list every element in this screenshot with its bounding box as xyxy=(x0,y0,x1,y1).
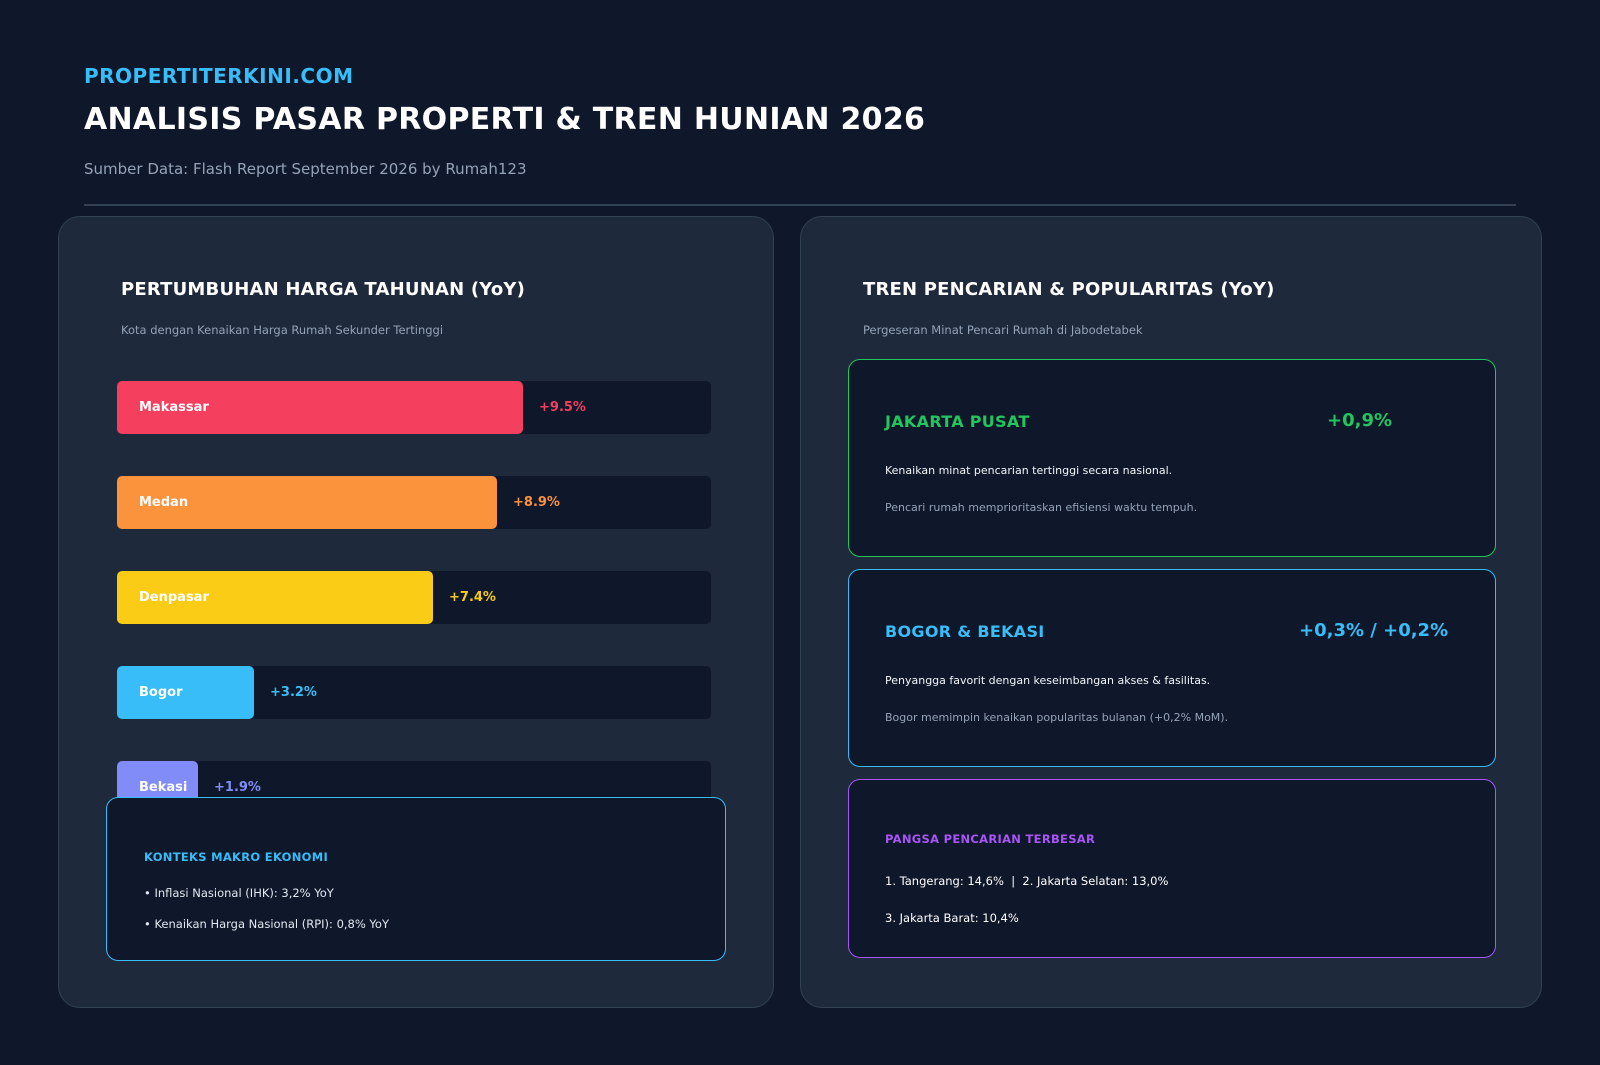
bogor-bekasi-desc: Penyangga favorit dengan keseimbangan ak… xyxy=(885,674,1211,687)
bar-track-medan: Medan +8.9% xyxy=(117,476,711,529)
jakarta-pusat-title: JAKARTA PUSAT xyxy=(885,412,1030,431)
header-divider xyxy=(84,204,1516,206)
bar-label-medan: Medan xyxy=(139,495,189,510)
bar-label-bekasi: Bekasi xyxy=(139,780,188,795)
bar-value-bogor: +3.2% xyxy=(270,685,317,700)
bar-label-bogor: Bogor xyxy=(139,685,183,700)
bar-bogor xyxy=(117,666,254,719)
search-share-top2: 1. Tangerang: 14,6% | 2. Jakarta Selatan… xyxy=(885,874,1169,888)
bar-label-denpasar: Denpasar xyxy=(139,590,209,605)
search-share-third: 3. Jakarta Barat: 10,4% xyxy=(885,911,1019,925)
price-growth-title: PERTUMBUHAN HARGA TAHUNAN (YoY) xyxy=(121,279,526,300)
bar-track-makassar: Makassar +9.5% xyxy=(117,381,711,434)
bar-label-makassar: Makassar xyxy=(139,400,209,415)
bar-track-denpasar: Denpasar +7.4% xyxy=(117,571,711,624)
bar-value-bekasi: +1.9% xyxy=(214,780,261,795)
jakarta-pusat-card: JAKARTA PUSAT +0,9% Kenaikan minat penca… xyxy=(848,359,1496,557)
macro-context-title: KONTEKS MAKRO EKONOMI xyxy=(144,850,329,864)
macro-context-box: KONTEKS MAKRO EKONOMI • Inflasi Nasional… xyxy=(106,797,726,961)
search-trend-title: TREN PENCARIAN & POPULARITAS (YoY) xyxy=(863,279,1275,300)
data-source: Sumber Data: Flash Report September 2026… xyxy=(84,160,527,178)
bogor-bekasi-card: BOGOR & BEKASI +0,3% / +0,2% Penyangga f… xyxy=(848,569,1496,767)
bar-denpasar xyxy=(117,571,433,624)
price-growth-subtitle: Kota dengan Kenaikan Harga Rumah Sekunde… xyxy=(121,323,444,337)
search-share-card: PANGSA PENCARIAN TERBESAR 1. Tangerang: … xyxy=(848,779,1496,958)
brand-name: PROPERTITERKINI.COM xyxy=(84,64,354,88)
jakarta-pusat-value: +0,9% xyxy=(1327,410,1393,431)
search-trend-subtitle: Pergeseran Minat Pencari Rumah di Jabode… xyxy=(863,323,1143,337)
price-growth-panel: PERTUMBUHAN HARGA TAHUNAN (YoY) Kota den… xyxy=(58,216,774,1008)
bogor-bekasi-note: Bogor memimpin kenaikan popularitas bula… xyxy=(885,711,1229,724)
search-trend-panel: TREN PENCARIAN & POPULARITAS (YoY) Perge… xyxy=(800,216,1542,1008)
macro-rpi: • Kenaikan Harga Nasional (RPI): 0,8% Yo… xyxy=(144,917,389,931)
jakarta-pusat-desc: Kenaikan minat pencarian tertinggi secar… xyxy=(885,464,1173,477)
page-title: ANALISIS PASAR PROPERTI & TREN HUNIAN 20… xyxy=(84,102,926,137)
search-share-title: PANGSA PENCARIAN TERBESAR xyxy=(885,832,1096,846)
bar-value-denpasar: +7.4% xyxy=(449,590,496,605)
macro-inflation: • Inflasi Nasional (IHK): 3,2% YoY xyxy=(144,886,334,900)
bogor-bekasi-title: BOGOR & BEKASI xyxy=(885,622,1045,641)
bar-medan xyxy=(117,476,497,529)
bar-track-bogor: Bogor +3.2% xyxy=(117,666,711,719)
jakarta-pusat-note: Pencari rumah memprioritaskan efisiensi … xyxy=(885,501,1198,514)
bogor-bekasi-value: +0,3% / +0,2% xyxy=(1299,620,1449,641)
bar-value-makassar: +9.5% xyxy=(539,400,586,415)
bar-makassar xyxy=(117,381,523,434)
bar-value-medan: +8.9% xyxy=(513,495,560,510)
